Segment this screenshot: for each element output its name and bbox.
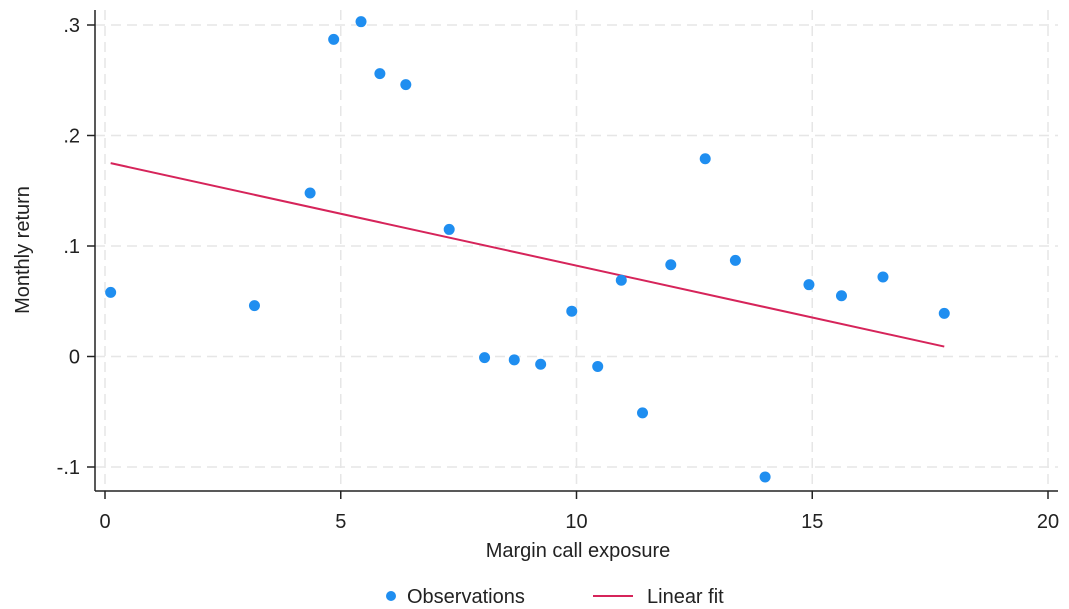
x-tick-label: 0 bbox=[99, 511, 110, 533]
grid-lines bbox=[95, 10, 1058, 491]
observation-point bbox=[938, 307, 950, 319]
x-tick-label: 15 bbox=[801, 511, 823, 533]
x-axis-title: Margin call exposure bbox=[486, 540, 671, 562]
observation-point bbox=[835, 290, 847, 302]
observation-point bbox=[508, 354, 520, 366]
y-axis-ticks: -.1 0 .1 .2 .3 bbox=[57, 15, 95, 479]
observation-point bbox=[729, 254, 741, 266]
legend-observations-label: Observations bbox=[407, 586, 525, 608]
x-tick-label: 5 bbox=[335, 511, 346, 533]
legend-linear-fit-label: Linear fit bbox=[647, 586, 724, 608]
observation-point bbox=[248, 300, 260, 312]
linear-fit-series bbox=[110, 162, 945, 348]
observation-point bbox=[566, 305, 578, 317]
y-tick-label: -.1 bbox=[57, 457, 80, 479]
x-tick-label: 20 bbox=[1037, 511, 1059, 533]
observation-point bbox=[665, 259, 677, 271]
legend: Observations Linear fit bbox=[386, 586, 724, 608]
y-tick-label: .1 bbox=[63, 236, 80, 258]
observation-point bbox=[443, 223, 455, 235]
observation-point bbox=[304, 187, 316, 199]
observation-point bbox=[374, 68, 386, 80]
linear-fit-line bbox=[110, 162, 945, 348]
y-tick-label: 0 bbox=[69, 347, 80, 369]
observation-point bbox=[699, 153, 711, 165]
observation-point bbox=[105, 286, 117, 298]
x-axis-ticks: 0 5 10 15 20 bbox=[99, 491, 1059, 533]
y-axis-title: Monthly return bbox=[12, 186, 34, 314]
observations-series bbox=[105, 16, 950, 483]
observation-point bbox=[759, 471, 771, 483]
observation-point bbox=[803, 279, 815, 291]
observation-point bbox=[637, 407, 649, 419]
observation-point bbox=[328, 33, 340, 45]
observation-point bbox=[877, 271, 889, 283]
observation-point bbox=[535, 358, 547, 370]
x-tick-label: 10 bbox=[565, 511, 587, 533]
observation-point bbox=[615, 274, 627, 286]
observation-point bbox=[355, 16, 367, 28]
y-tick-label: .3 bbox=[63, 15, 80, 37]
observation-point bbox=[592, 360, 604, 372]
legend-observations-marker bbox=[386, 591, 396, 601]
y-tick-label: .2 bbox=[63, 126, 80, 148]
observation-point bbox=[479, 352, 491, 364]
observation-point bbox=[400, 79, 412, 91]
